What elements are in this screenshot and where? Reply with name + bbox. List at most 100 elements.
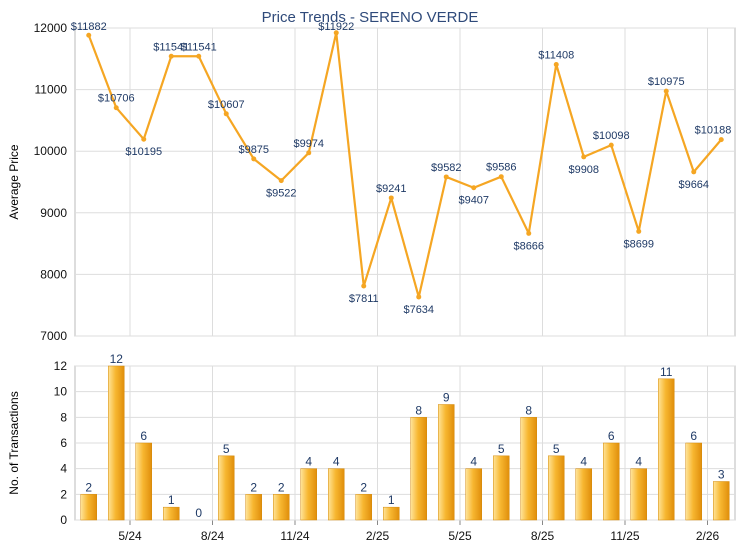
price-point: [333, 30, 339, 36]
price-point: [498, 174, 504, 180]
price-point: [168, 53, 174, 59]
transaction-bar: [685, 442, 702, 521]
bar-y-tick-label: 4: [60, 462, 67, 476]
line-y-tick-label: 8000: [40, 267, 67, 281]
transaction-bar: [245, 494, 262, 521]
price-point: [196, 53, 202, 59]
price-data-label: $10098: [593, 130, 630, 142]
bar-value-label: 8: [415, 403, 422, 417]
chart-title: Price Trends - SERENO VERDE: [262, 9, 479, 26]
price-point: [663, 88, 669, 94]
transaction-bar: [465, 468, 482, 521]
price-data-label: $9664: [678, 179, 709, 191]
price-data-label: $10607: [208, 99, 245, 111]
price-point: [388, 195, 394, 201]
transaction-bar: [355, 494, 372, 521]
bar-value-label: 1: [388, 493, 395, 507]
bar-value-label: 11: [660, 365, 673, 379]
bar-value-label: 2: [85, 480, 92, 494]
transaction-bar: [273, 494, 290, 521]
price-data-label: $11922: [318, 21, 354, 33]
price-data-label: $8699: [623, 238, 654, 250]
price-point: [416, 294, 422, 300]
transaction-bar: [438, 404, 455, 521]
transaction-bar: [410, 417, 427, 521]
transaction-bar: [493, 455, 510, 521]
transaction-bar: [548, 455, 565, 521]
bar-y-tick-label: 2: [60, 487, 67, 501]
price-data-label: $8666: [513, 240, 544, 252]
price-data-label: $9908: [568, 164, 599, 176]
line-y-tick-label: 7000: [40, 329, 67, 343]
price-point: [691, 169, 697, 175]
x-tick-label: 8/24: [201, 529, 225, 543]
price-point: [526, 230, 532, 236]
price-data-label: $11541: [153, 41, 189, 53]
bar-value-label: 4: [333, 455, 340, 469]
price-point: [443, 174, 449, 180]
bar-value-label: 3: [718, 468, 725, 482]
bar-value-label: 5: [223, 442, 230, 456]
bar-y-tick-label: 0: [60, 513, 67, 527]
price-point: [608, 142, 614, 148]
price-data-label: $11541: [181, 41, 217, 53]
price-point: [113, 105, 119, 111]
x-tick-label: 2/25: [366, 529, 390, 543]
price-data-label: $10195: [125, 146, 162, 158]
bar-value-label: 1: [168, 493, 175, 507]
x-tick-label: 11/25: [610, 529, 639, 543]
transaction-bar: [108, 365, 125, 521]
bar-value-label: 4: [580, 455, 587, 469]
price-point: [553, 61, 559, 67]
price-data-label: $10188: [695, 125, 732, 137]
bar-value-label: 12: [110, 352, 124, 366]
transaction-bar: [658, 378, 675, 521]
price-point: [141, 136, 147, 142]
transaction-bar: [135, 442, 152, 521]
price-data-label: $11408: [538, 49, 574, 61]
bar-value-label: 2: [360, 480, 367, 494]
price-data-label: $9582: [431, 162, 462, 174]
price-data-label: $9586: [486, 162, 517, 174]
line-y-tick-label: 12000: [34, 21, 68, 35]
price-data-label: $10706: [98, 93, 135, 105]
bar-y-tick-label: 10: [54, 385, 68, 399]
price-data-label: $9974: [293, 138, 324, 150]
bar-value-label: 5: [553, 442, 560, 456]
price-data-label: $9407: [458, 195, 489, 207]
bar-y-tick-label: 12: [54, 359, 68, 373]
price-data-label: $10975: [648, 76, 685, 88]
price-line: [87, 31, 723, 299]
bar-value-label: 6: [690, 429, 697, 443]
price-point: [278, 178, 284, 184]
transaction-bar: [630, 468, 647, 521]
transaction-bar: [520, 417, 537, 521]
x-tick-label: 5/25: [448, 529, 472, 543]
line-y-tick-label: 9000: [40, 206, 67, 220]
price-point: [636, 228, 642, 234]
bar-value-label: 4: [305, 455, 312, 469]
bar-value-label: 6: [140, 429, 147, 443]
price-point: [581, 154, 587, 160]
price-point: [223, 111, 229, 117]
bar-y-tick-label: 8: [60, 410, 67, 424]
transaction-bar: [575, 468, 592, 521]
line-y-tick-label: 10000: [34, 144, 68, 158]
x-tick-label: 2/26: [696, 529, 720, 543]
line-y-axis-label: Average Price: [7, 144, 21, 219]
bar-y-tick-label: 6: [60, 436, 67, 450]
price-data-label: $7811: [349, 293, 379, 305]
bar-value-label: 4: [635, 455, 642, 469]
price-point: [471, 185, 477, 191]
transaction-bar: [218, 455, 235, 521]
price-point: [361, 283, 367, 289]
bar-y-axis-label: No. of Transactions: [7, 391, 21, 494]
price-point: [306, 150, 312, 156]
price-data-label: $9241: [376, 183, 407, 195]
price-point: [718, 137, 724, 143]
transaction-bar: [603, 442, 620, 521]
bar-value-label: 2: [278, 480, 285, 494]
price-point: [86, 32, 92, 38]
